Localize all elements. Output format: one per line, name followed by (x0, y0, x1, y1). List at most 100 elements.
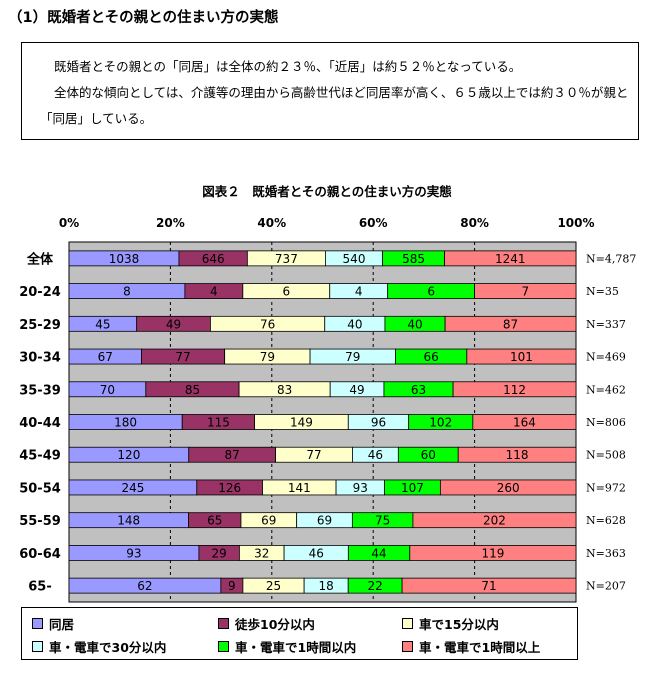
data-label: 71 (481, 579, 496, 593)
chart-title: 図表２ 既婚者とその親との住まい方の実態 (202, 184, 452, 199)
legend-item: 同居 (32, 614, 74, 633)
bar-segment (452, 381, 577, 398)
sample-size-label: N=462 (586, 383, 626, 396)
data-label: 18 (319, 579, 334, 593)
data-label: 83 (277, 383, 292, 397)
data-label: 540 (343, 252, 366, 266)
data-label: 9 (228, 579, 236, 593)
data-label: 101 (510, 350, 533, 364)
bar-segment (444, 250, 577, 267)
data-label: 69 (261, 514, 276, 528)
data-label: 120 (117, 448, 140, 462)
legend-swatch (32, 641, 43, 652)
data-label: 6 (282, 285, 290, 299)
legend-item: 車・電車で30分以内 (32, 637, 166, 656)
category-label: 60-64 (19, 547, 61, 562)
page-heading: （1）既婚者とその親との住まい方の実態 (8, 10, 279, 26)
sample-size-label: N=337 (586, 318, 626, 331)
category-label: 50-54 (19, 481, 61, 496)
legend-label: 車で15分以内 (419, 617, 499, 632)
category-label: 40-44 (19, 416, 61, 431)
data-label: 79 (345, 350, 360, 364)
bar-segment (409, 545, 577, 561)
bar-segment (444, 315, 577, 332)
data-label: 93 (353, 481, 368, 495)
sample-size-label: N=4,787 (586, 252, 636, 265)
data-label: 646 (202, 252, 225, 266)
legend-swatch (402, 641, 413, 652)
sample-size-label: N=469 (586, 351, 626, 364)
data-label: 107 (401, 481, 424, 495)
category-label: 30-34 (19, 351, 61, 366)
data-label: 32 (254, 546, 269, 560)
category-label: 35-39 (19, 383, 61, 398)
data-label: 69 (317, 514, 332, 528)
legend-item: 徒歩10分以内 (218, 614, 315, 633)
data-label: 40 (347, 317, 362, 331)
data-label: 25 (266, 579, 281, 593)
data-label: 245 (121, 481, 144, 495)
legend-item: 車で15分以内 (402, 614, 499, 633)
data-label: 1241 (495, 252, 526, 266)
data-label: 85 (185, 383, 200, 397)
data-label: 29 (212, 546, 227, 560)
data-label: 585 (402, 252, 425, 266)
data-label: 141 (288, 481, 311, 495)
data-label: 70 (100, 383, 115, 397)
legend-item: 車・電車で1時間以内 (218, 637, 356, 656)
stacked-bar-chart: 図表２ 既婚者とその親との住まい方の実態 0% 20% 40% 60% 80% 100% 1… (19, 184, 636, 603)
legend-label: 車・電車で1時間以内 (235, 640, 357, 655)
sample-size-label: N=972 (586, 481, 626, 494)
sample-size-label: N=806 (586, 416, 626, 429)
sample-size-label: N=628 (586, 514, 626, 527)
data-label: 8 (123, 285, 131, 299)
x-tick-label: 20% (156, 216, 185, 230)
data-label: 46 (368, 448, 383, 462)
data-label: 112 (503, 383, 526, 397)
legend-label: 車・電車で30分以内 (49, 640, 167, 655)
legend-label: 同居 (49, 617, 75, 632)
data-label: 40 (407, 317, 422, 331)
data-label: 76 (260, 317, 275, 331)
x-tick-label: 80% (460, 216, 489, 230)
chart-legend: 同居 徒歩10分以内 車で15分以内 車・電車で30分以内 車・電車で1時間以内 車・電車… (21, 607, 578, 660)
legend-swatch (32, 618, 43, 629)
category-label: 20-24 (19, 285, 61, 300)
data-label: 79 (260, 350, 275, 364)
data-label: 87 (225, 448, 240, 462)
category-label: 全体 (26, 251, 54, 267)
data-label: 46 (309, 546, 324, 560)
data-label: 49 (166, 317, 181, 331)
bar-segment (466, 348, 577, 365)
data-label: 1038 (109, 252, 140, 266)
x-tick-label: 60% (359, 216, 388, 230)
data-label: 65 (207, 514, 222, 528)
data-label: 44 (371, 546, 386, 560)
data-label: 737 (275, 252, 298, 266)
sample-size-label: N=363 (586, 547, 626, 560)
data-label: 75 (375, 514, 390, 528)
data-label: 180 (114, 416, 137, 430)
category-label: 55-59 (19, 514, 61, 529)
category-label: 65- (28, 580, 52, 595)
category-label: 25-29 (19, 318, 61, 333)
bar-segment (401, 577, 577, 594)
summary-line-1: 既婚者とその親との「同居」は全体の約２３％、「近居」は約５２％となっている。 (54, 59, 522, 74)
data-label: 66 (424, 350, 439, 364)
x-tick-label: 0% (59, 216, 79, 230)
data-label: 22 (368, 579, 383, 593)
category-label: 45-49 (19, 449, 61, 464)
bar-segment (474, 283, 577, 299)
data-label: 149 (290, 416, 313, 430)
legend-swatch (402, 618, 413, 629)
data-label: 4 (210, 285, 218, 299)
summary-line-2: 全体的な傾向としては、介護等の理由から高齢世代ほど同居率が高く、６５歳以上では約… (40, 85, 629, 126)
data-label: 164 (513, 416, 536, 430)
data-label: 67 (98, 350, 113, 364)
data-label: 202 (483, 514, 506, 528)
x-tick-label: 100% (557, 216, 594, 230)
data-label: 260 (497, 481, 520, 495)
legend-label: 徒歩10分以内 (235, 617, 315, 632)
data-label: 102 (429, 416, 452, 430)
data-label: 45 (95, 317, 110, 331)
